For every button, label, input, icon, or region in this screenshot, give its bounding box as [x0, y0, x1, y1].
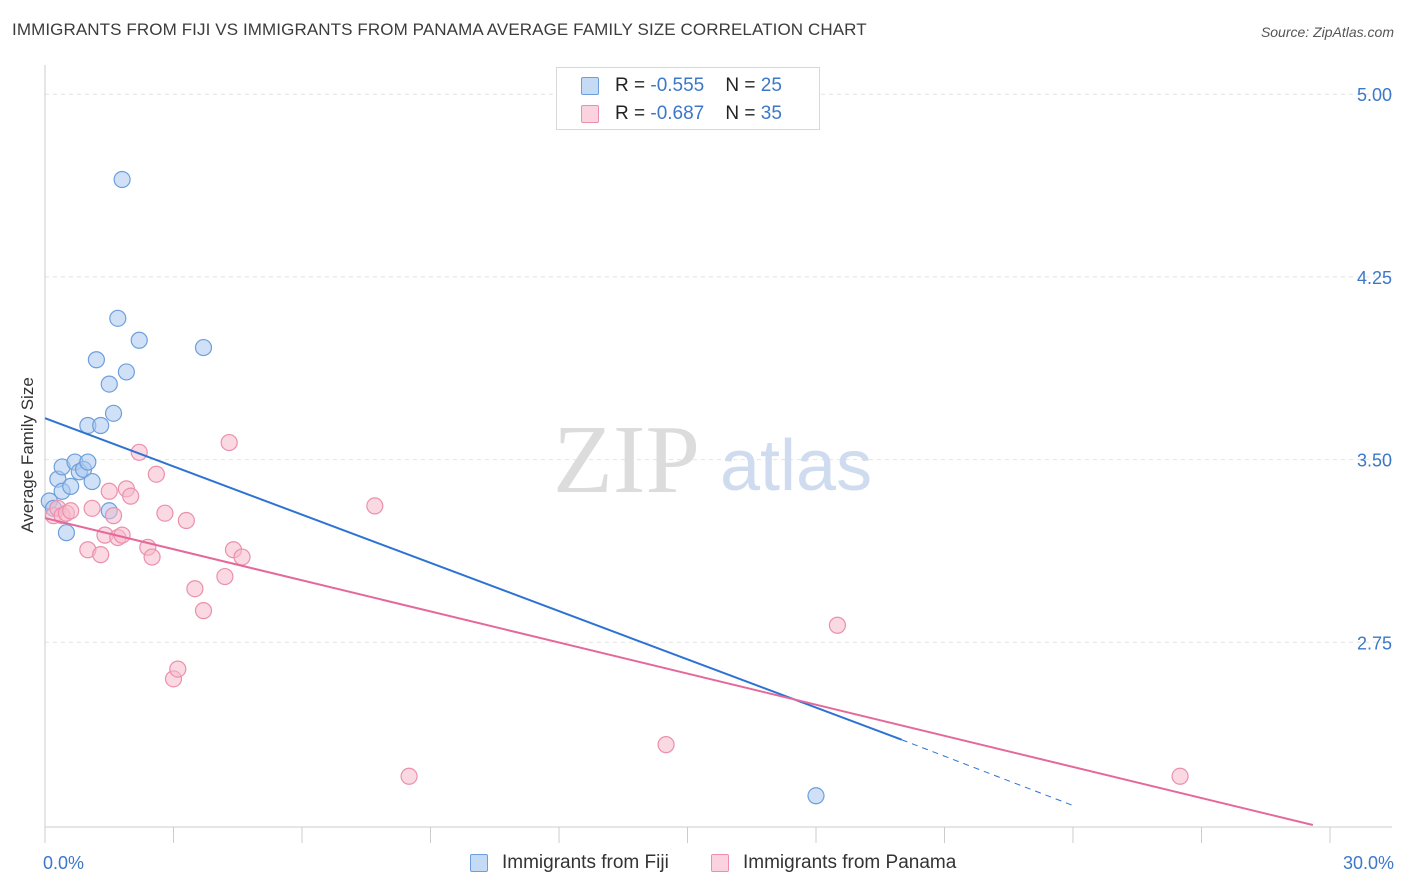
fiji-swatch	[581, 77, 599, 95]
fiji-point-13	[87, 351, 106, 369]
fiji-point-17	[104, 404, 123, 422]
panama-point-26	[220, 433, 238, 452]
fiji-n-label: N =	[725, 75, 761, 96]
legend: Immigrants from Fiji Immigrants from Pan…	[0, 852, 1406, 878]
y-tick-label-2: 3.50	[1357, 451, 1392, 471]
watermark-zip: ZIP	[553, 406, 700, 514]
data-points	[40, 170, 1189, 805]
watermark: ZIP atlas	[553, 406, 872, 514]
legend-item-fiji[interactable]: Immigrants from Fiji	[470, 852, 669, 874]
panama-point-23	[186, 580, 204, 598]
panama-point-17	[143, 548, 161, 566]
fiji-point-6	[62, 477, 80, 496]
legend-panama-label: Immigrants from Panama	[743, 852, 957, 873]
panama-point-10	[104, 507, 123, 525]
fiji-point-18	[109, 309, 127, 327]
x-tick-label-min: 0.0%	[43, 853, 84, 873]
fiji-r-value: -0.555	[650, 75, 705, 96]
y-tick-label-1: 4.25	[1357, 268, 1392, 288]
panama-point-31	[657, 736, 675, 754]
panama-point-18	[147, 465, 165, 483]
tick-labels: 5.00 4.25 3.50 2.75 0.0% 30.0%	[43, 85, 1394, 873]
correlation-stats-box: R = -0.555 N = 25 R = -0.687 N = 35	[556, 67, 820, 130]
panama-point-25	[216, 567, 234, 586]
legend-item-panama[interactable]: Immigrants from Panama	[711, 852, 956, 874]
fiji-r-label: R =	[615, 75, 651, 96]
fiji-point-5	[57, 524, 76, 542]
panama-n-value: 35	[760, 103, 782, 124]
panama-point-14	[122, 487, 140, 505]
fiji-point-23	[807, 787, 825, 805]
fiji-trendline	[44, 417, 903, 741]
axes	[44, 65, 1392, 843]
panama-point-33	[1171, 767, 1189, 785]
fiji-point-16	[100, 375, 118, 393]
panama-point-22	[177, 511, 195, 530]
panama-point-32	[828, 616, 847, 634]
watermark-atlas: atlas	[720, 426, 872, 506]
fiji-point-21	[130, 331, 148, 349]
legend-panama-swatch	[711, 854, 729, 872]
trendlines	[44, 417, 1314, 826]
panama-point-30	[400, 767, 418, 785]
chart-title: IMMIGRANTS FROM FIJI VS IMMIGRANTS FROM …	[12, 20, 867, 39]
fiji-point-20	[117, 363, 135, 381]
legend-fiji-swatch	[470, 854, 488, 872]
panama-point-21	[169, 660, 187, 678]
legend-fiji-label: Immigrants from Fiji	[502, 852, 669, 873]
panama-point-19	[156, 504, 174, 522]
fiji-point-12	[83, 472, 101, 491]
panama-point-15	[130, 443, 148, 461]
panama-n-label: N =	[725, 103, 761, 124]
panama-r-value: -0.687	[650, 103, 705, 124]
fiji-point-22	[194, 338, 213, 357]
fiji-point-19	[113, 170, 131, 189]
fiji-point-11	[79, 453, 97, 471]
fiji-n-value: 25	[760, 75, 782, 96]
source-label: Source: ZipAtlas.com	[1260, 24, 1394, 40]
y-tick-label-3: 2.75	[1357, 633, 1392, 653]
panama-point-28	[233, 548, 251, 566]
panama-swatch	[581, 105, 599, 123]
x-tick-label-max: 30.0%	[1343, 853, 1394, 873]
panama-point-7	[92, 546, 110, 564]
fiji-trendline-extension	[901, 739, 1074, 806]
panama-point-24	[194, 602, 213, 620]
y-tick-label-0: 5.00	[1357, 85, 1392, 105]
fiji-point-14	[92, 416, 110, 435]
panama-point-4	[62, 502, 80, 520]
panama-trendline	[44, 517, 1314, 826]
panama-point-9	[100, 482, 118, 500]
panama-point-6	[83, 499, 101, 517]
panama-point-29	[366, 497, 384, 515]
panama-r-label: R =	[615, 103, 651, 124]
